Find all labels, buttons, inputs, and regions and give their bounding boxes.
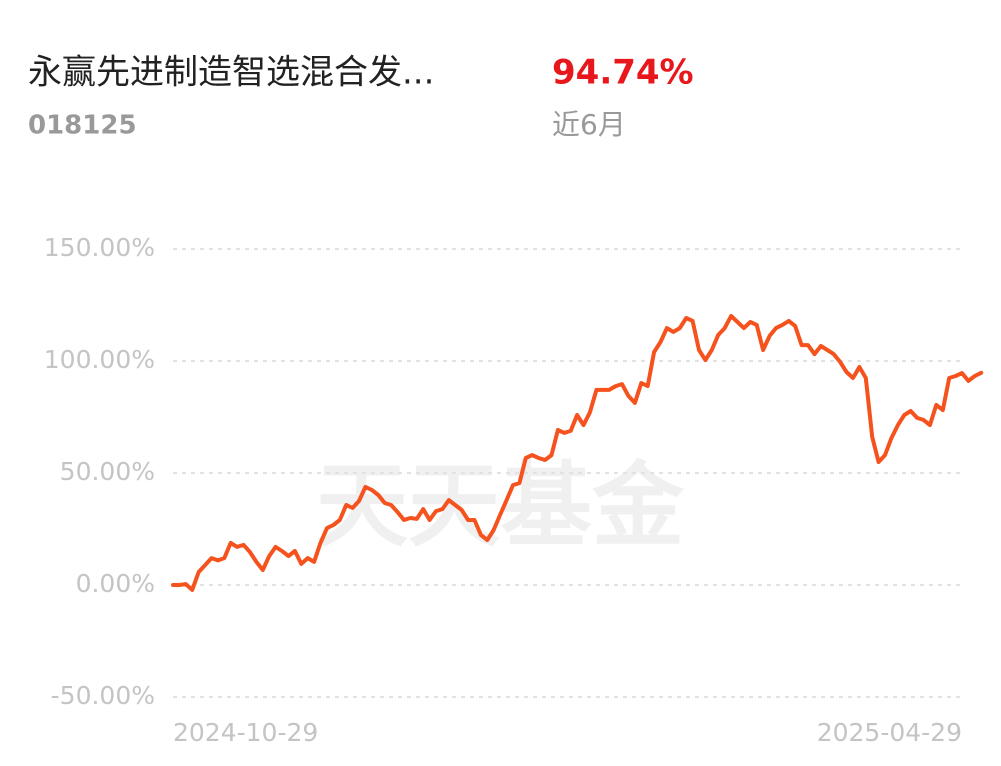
fund-code: 018125 — [28, 111, 137, 141]
x-tick-label: 2024-10-29 — [173, 718, 318, 747]
period-label: 近6月 — [552, 108, 626, 141]
y-tick-label: 0.00% — [76, 569, 155, 598]
x-tick-label: 2025-04-29 — [817, 718, 962, 747]
fund-title: 永赢先进制造智选混合发... — [28, 53, 434, 93]
line-series — [171, 314, 984, 592]
watermark: 天天基金 — [316, 452, 685, 559]
return-value: 94.74% — [552, 53, 694, 93]
y-tick-label: 100.00% — [44, 345, 155, 374]
y-tick-label: 150.00% — [44, 233, 155, 262]
y-tick-label: 50.00% — [60, 457, 155, 486]
y-tick-label: -50.00% — [51, 681, 155, 710]
